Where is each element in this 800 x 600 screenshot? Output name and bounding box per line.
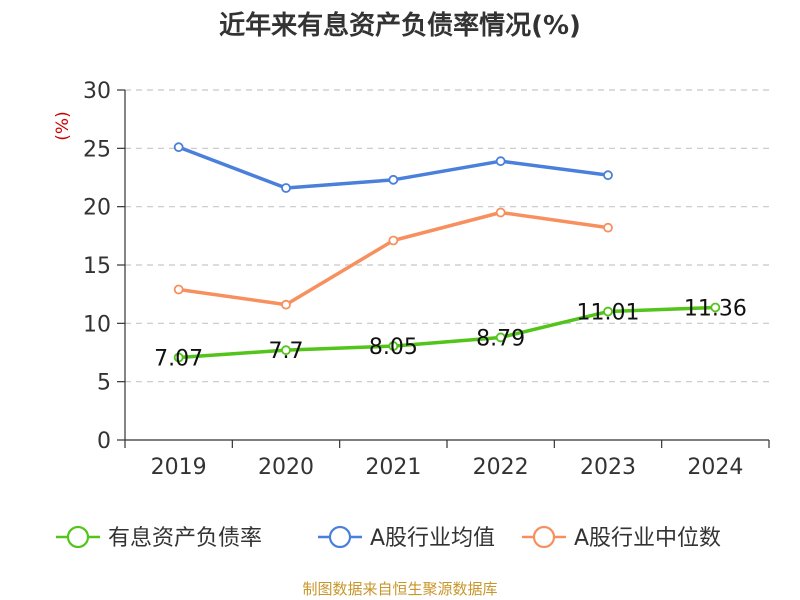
grid-lines (125, 89, 769, 383)
data-point (603, 306, 613, 317)
x-tick-label: 2024 (687, 455, 743, 480)
y-tick-label: 0 (97, 429, 111, 454)
legend-marker-circle (66, 525, 90, 549)
data-point (495, 332, 506, 343)
data-label: 8.79 (476, 326, 525, 351)
y-axis-unit-label: (%) (53, 111, 73, 140)
data-point (281, 345, 291, 356)
series-group (173, 142, 721, 363)
y-tick-label: 25 (83, 137, 111, 162)
legend-marker-circle (532, 525, 556, 549)
chart-title: 近年来有息资产负债率情况(%) (219, 10, 581, 41)
data-point (388, 341, 399, 351)
data-point (173, 284, 184, 295)
data-point (173, 142, 184, 153)
data-point (710, 302, 721, 313)
source-note: 制图数据来自恒生聚源数据库 (302, 580, 497, 598)
legend-label: 有息资产负债率 (108, 526, 262, 551)
data-point (603, 170, 613, 181)
x-tick-label: 2022 (473, 455, 529, 480)
data-point (281, 183, 291, 193)
data-label: 11.36 (684, 296, 747, 321)
data-point (495, 156, 506, 167)
data-label: 7.07 (154, 347, 203, 372)
data-point (495, 207, 506, 218)
legend-marker-circle (328, 525, 352, 549)
y-tick-label: 5 (97, 371, 111, 396)
data-point (388, 174, 399, 185)
x-tick-label: 2021 (365, 455, 421, 480)
legend-label: A股行业均值 (370, 526, 495, 551)
y-tick-label: 30 (83, 79, 111, 104)
series-line (176, 210, 610, 307)
y-tick-label: 15 (83, 254, 111, 279)
y-tick-label: 10 (83, 312, 111, 337)
series-line (176, 305, 718, 360)
x-tick-label: 2020 (258, 455, 314, 480)
data-point (173, 352, 184, 363)
axes: 0 5 10 15 20 25 30 2019 2020 2021 2022 2023 2024 (83, 79, 770, 480)
x-tick-label: 2019 (151, 455, 207, 480)
data-label: 11.01 (577, 301, 640, 326)
legend-label: A股行业中位数 (574, 526, 721, 551)
data-label: 8.05 (369, 335, 418, 360)
data-point (281, 299, 291, 310)
y-tick-label: 20 (83, 196, 111, 221)
data-point (388, 235, 399, 246)
data-labels: 7.07 7.7 8.05 8.79 11.01 11.36 (154, 296, 747, 371)
x-tick-label: 2023 (580, 455, 636, 480)
legend: 有息资产负债率 A股行业均值 A股行业中位数 (56, 525, 721, 551)
data-point (603, 222, 613, 233)
data-label: 7.7 (269, 339, 304, 364)
